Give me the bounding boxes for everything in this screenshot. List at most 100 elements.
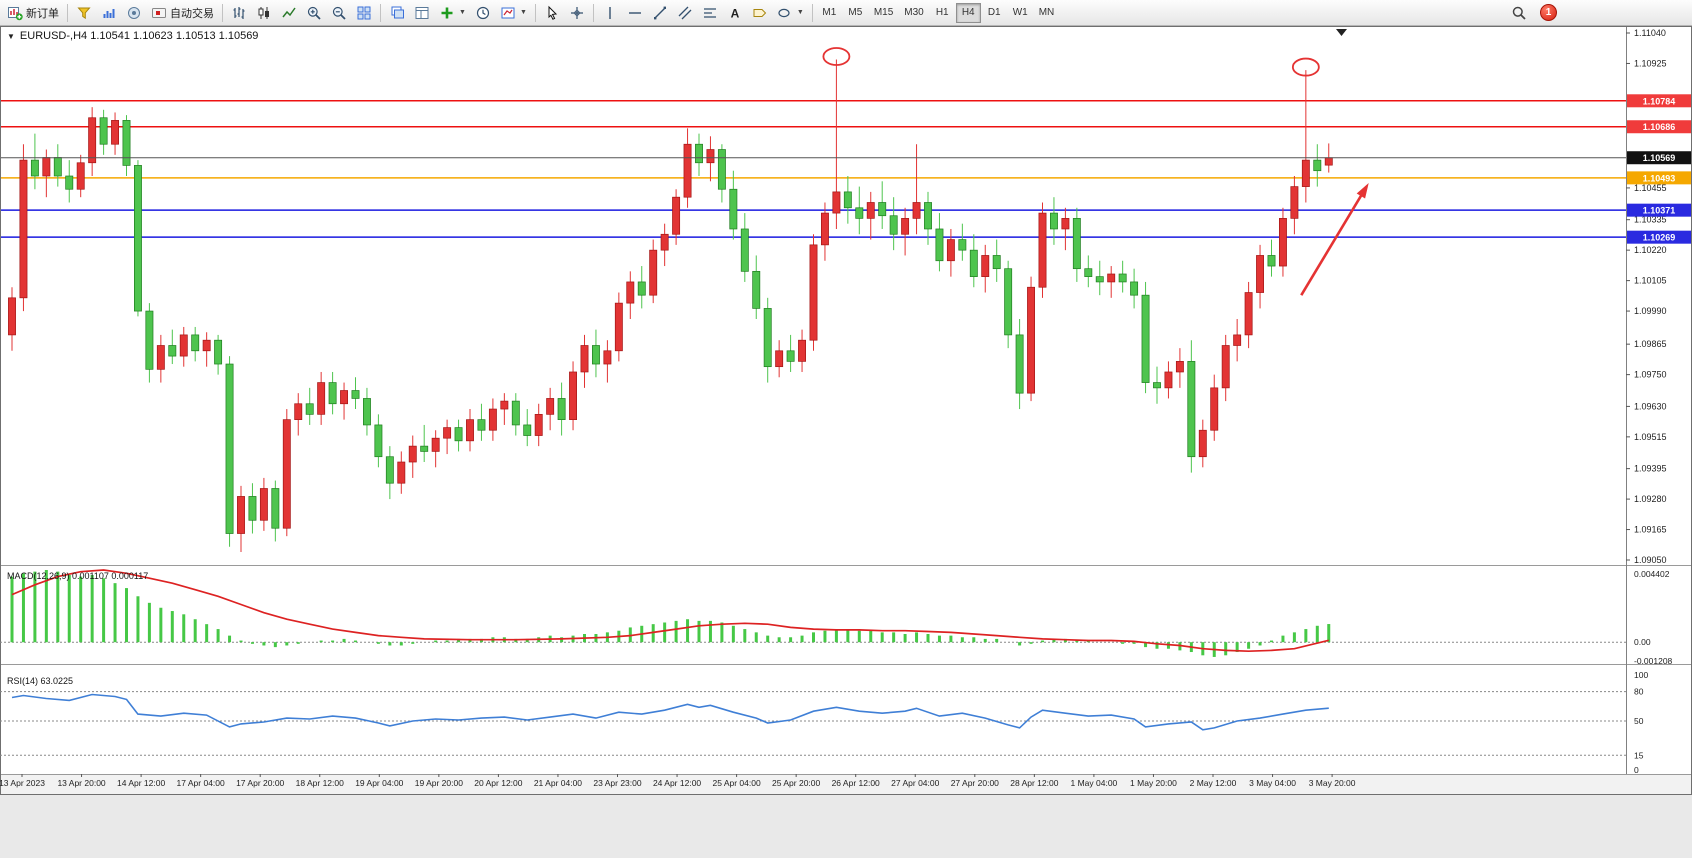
candle (603, 350, 612, 365)
candle (1004, 268, 1013, 336)
candle (1175, 361, 1184, 373)
zoom-in-button[interactable] (302, 2, 326, 24)
timeframe-button-W1[interactable]: W1 (1008, 3, 1033, 23)
price-level-badge (1627, 94, 1691, 108)
candle (76, 162, 85, 190)
fibonacci-icon (703, 7, 716, 18)
date-axis-label: 1 May 20:00 (1130, 778, 1177, 788)
toolbar-separator (380, 3, 381, 22)
candle (351, 390, 360, 399)
candle (798, 339, 807, 362)
timeframe-button-H4[interactable]: H4 (955, 2, 981, 23)
fibonacci-button[interactable] (698, 2, 722, 24)
profile-bars-icon (103, 8, 115, 18)
candle (729, 188, 738, 230)
annotation-circle[interactable] (822, 47, 851, 66)
macd-axis-label: 0.00 (1634, 637, 1651, 647)
auto-trading-label: 自动交易 (170, 7, 214, 20)
zoom-out-button[interactable] (327, 2, 351, 24)
funnel-button[interactable] (72, 2, 96, 24)
date-axis-label: 27 Apr 20:00 (951, 778, 999, 788)
price-level-badge-text: 1.10569 (1643, 153, 1676, 163)
cascade-windows-button[interactable] (385, 2, 409, 24)
horizontal-line-button[interactable] (623, 2, 647, 24)
candle (42, 157, 51, 177)
candle (111, 120, 119, 145)
candle (8, 297, 16, 336)
candle (282, 419, 291, 529)
channel-button[interactable] (673, 2, 697, 24)
vertical-line-button[interactable] (598, 2, 622, 24)
rsi-line (11, 693, 1329, 731)
clock-button[interactable] (471, 2, 495, 24)
price-axis-label: 1.09165 (1634, 525, 1667, 535)
tile-windows-button[interactable] (352, 2, 376, 24)
new-order-label: 新订单 (26, 7, 59, 20)
candle (695, 143, 703, 164)
date-axis-label: 27 Apr 04:00 (891, 778, 939, 788)
auto-trading-button[interactable]: 自动交易 (147, 2, 218, 24)
shapes-button[interactable]: ▼ (773, 2, 808, 24)
annotation-arrow[interactable] (1300, 185, 1368, 296)
data-window-button[interactable] (410, 2, 434, 24)
cursor-button[interactable] (540, 2, 564, 24)
candle (969, 249, 978, 277)
clock-icon (476, 6, 490, 19)
rsi-axis-label: 80 (1634, 687, 1644, 697)
trendline-icon (653, 6, 666, 19)
toolbar-separator (592, 3, 594, 22)
price-axis-label: 1.09515 (1634, 432, 1667, 442)
candle (1221, 345, 1230, 389)
search-button[interactable] (1507, 2, 1531, 24)
new-order-button[interactable]: 新订单 (3, 2, 63, 24)
auto-trading-icon (152, 7, 166, 18)
cascade-windows-icon (391, 6, 404, 18)
candle (134, 165, 142, 312)
candle (1130, 281, 1139, 296)
candle (466, 419, 474, 442)
timeframe-button-MN[interactable]: MN (1034, 3, 1060, 23)
date-axis-label: 17 Apr 04:00 (177, 778, 225, 788)
timeframe-button-M30[interactable]: M30 (899, 3, 928, 23)
candle (752, 270, 761, 309)
price-axis-label: 1.10105 (1634, 276, 1667, 286)
candle (855, 207, 864, 219)
price-axis-label: 1.09990 (1634, 306, 1667, 316)
trendline-button[interactable] (648, 2, 672, 24)
line-chart-button[interactable] (277, 2, 301, 24)
candlestick-chart-button[interactable] (252, 2, 276, 24)
crosshair-icon (570, 6, 583, 19)
profile-bars-button[interactable] (97, 2, 121, 24)
timeframe-button-D1[interactable]: D1 (982, 3, 1007, 23)
templates-button[interactable]: ▼ (496, 2, 531, 24)
annotation-arrow-head (1356, 182, 1369, 199)
candle (924, 202, 932, 230)
timeframe-button-M15[interactable]: M15 (869, 3, 898, 23)
shapes-icon (778, 8, 790, 17)
data-window-icon (415, 6, 429, 19)
price-axis-label: 1.09630 (1634, 401, 1667, 411)
candle (202, 339, 211, 352)
candle (214, 339, 223, 365)
annotation-circle[interactable] (1291, 57, 1320, 77)
label-tool-button[interactable] (748, 2, 772, 24)
notification-badge[interactable]: 1 (1540, 4, 1557, 21)
chart-canvas[interactable]: 1.11040 1.10925 1.10455 1.10335 1.10220 1.101… (0, 26, 1692, 795)
indicators-button[interactable]: ▼ (435, 2, 470, 24)
bar-chart-button[interactable] (227, 2, 251, 24)
crosshair-button[interactable] (565, 2, 589, 24)
sound-button[interactable] (122, 2, 146, 24)
candle (1244, 292, 1253, 336)
timeframe-button-M1[interactable]: M1 (817, 3, 842, 23)
timeframe-button-H1[interactable]: H1 (930, 3, 955, 23)
main-toolbar: 新订单 自动交易 (0, 0, 1692, 26)
candle (237, 496, 245, 534)
chart-shift-marker-icon[interactable] (1336, 29, 1347, 36)
price-level-badge-text: 1.10493 (1643, 173, 1676, 183)
timeframe-button-M5[interactable]: M5 (843, 3, 868, 23)
candle (397, 461, 406, 484)
date-axis-label: 24 Apr 12:00 (653, 778, 701, 788)
price-level-badge-text: 1.10269 (1643, 233, 1676, 243)
text-tool-button[interactable]: A (723, 2, 747, 24)
toolbar-separator (67, 3, 68, 22)
